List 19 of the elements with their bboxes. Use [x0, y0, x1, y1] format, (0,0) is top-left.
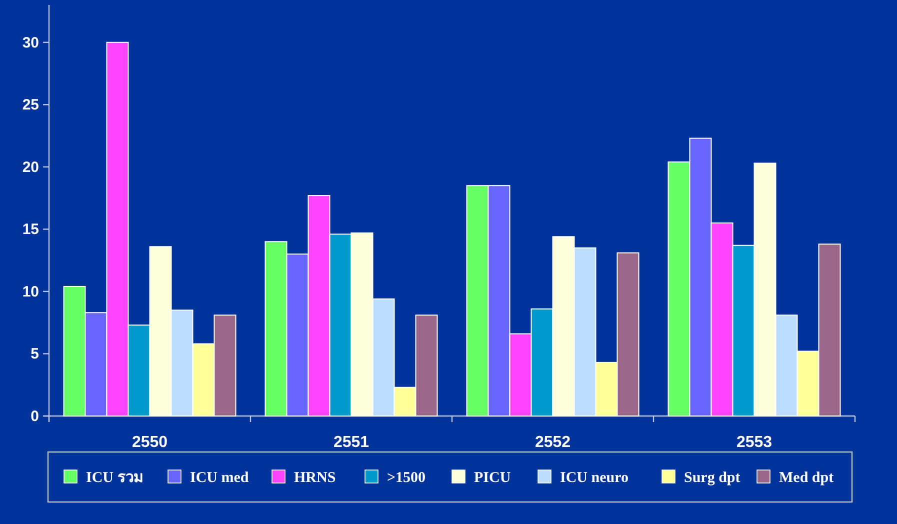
legend-label: ICU med [190, 470, 250, 486]
legend-label: Med dpt [779, 470, 834, 486]
y-tick-label: 10 [22, 283, 39, 300]
legend-label: >1500 [387, 470, 426, 486]
y-tick-label: 20 [22, 158, 39, 176]
x-tick-label: 2550 [132, 434, 168, 451]
y-tick-label: 0 [30, 408, 39, 425]
y-tick-label: 25 [22, 96, 39, 114]
legend-label: ICU neuro [560, 470, 628, 486]
legend-label: HRNS [294, 470, 336, 486]
x-tick-label: 2551 [333, 434, 370, 451]
legend-label: PICU [474, 470, 511, 486]
y-tick-label: 15 [22, 221, 39, 238]
y-tick-label: 30 [22, 34, 39, 52]
x-tick-label: 2553 [736, 434, 772, 451]
legend-label: Surg dpt [684, 470, 740, 486]
y-tick-label: 5 [30, 346, 39, 363]
x-tick-label: 2552 [534, 434, 571, 451]
legend-label: ICU รวม [86, 470, 144, 486]
